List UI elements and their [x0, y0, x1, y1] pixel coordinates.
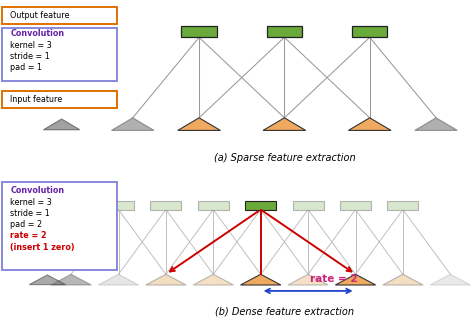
Bar — [267, 26, 302, 37]
Polygon shape — [288, 274, 328, 285]
Text: stride = 1: stride = 1 — [10, 52, 50, 61]
Bar — [151, 201, 181, 210]
Polygon shape — [44, 119, 80, 130]
Bar — [293, 201, 324, 210]
Text: kernel = 3: kernel = 3 — [10, 41, 52, 50]
Bar — [198, 201, 229, 210]
Text: pad = 1: pad = 1 — [10, 63, 43, 72]
Bar — [388, 201, 419, 210]
Text: Input feature: Input feature — [10, 95, 63, 104]
Bar — [352, 26, 388, 37]
Text: pad = 2: pad = 2 — [10, 220, 43, 229]
Polygon shape — [263, 118, 306, 130]
Polygon shape — [29, 275, 65, 285]
FancyBboxPatch shape — [2, 28, 117, 81]
Bar — [182, 26, 217, 37]
Polygon shape — [178, 118, 220, 130]
Bar — [246, 201, 276, 210]
Polygon shape — [336, 274, 375, 285]
Polygon shape — [146, 274, 186, 285]
Text: kernel = 3: kernel = 3 — [10, 198, 52, 207]
Text: Convolution: Convolution — [10, 186, 64, 195]
FancyBboxPatch shape — [2, 7, 117, 24]
Polygon shape — [99, 274, 138, 285]
Polygon shape — [415, 118, 457, 130]
Text: rate = 2: rate = 2 — [10, 231, 47, 240]
Text: Output feature: Output feature — [10, 11, 70, 20]
FancyBboxPatch shape — [2, 91, 117, 108]
Bar — [340, 201, 371, 210]
Polygon shape — [430, 274, 471, 285]
Text: (a) Sparse feature extraction: (a) Sparse feature extraction — [214, 153, 355, 163]
Polygon shape — [193, 274, 233, 285]
Text: (b) Dense feature extraction: (b) Dense feature extraction — [215, 306, 354, 316]
Text: rate = 2: rate = 2 — [310, 274, 358, 284]
Text: Convolution: Convolution — [10, 29, 64, 38]
Bar — [103, 201, 134, 210]
Text: (insert 1 zero): (insert 1 zero) — [10, 243, 75, 252]
Polygon shape — [348, 118, 391, 130]
Polygon shape — [51, 274, 91, 285]
Polygon shape — [111, 118, 154, 130]
Polygon shape — [383, 274, 423, 285]
FancyBboxPatch shape — [2, 182, 117, 270]
Text: stride = 1: stride = 1 — [10, 209, 50, 218]
Polygon shape — [241, 274, 281, 285]
